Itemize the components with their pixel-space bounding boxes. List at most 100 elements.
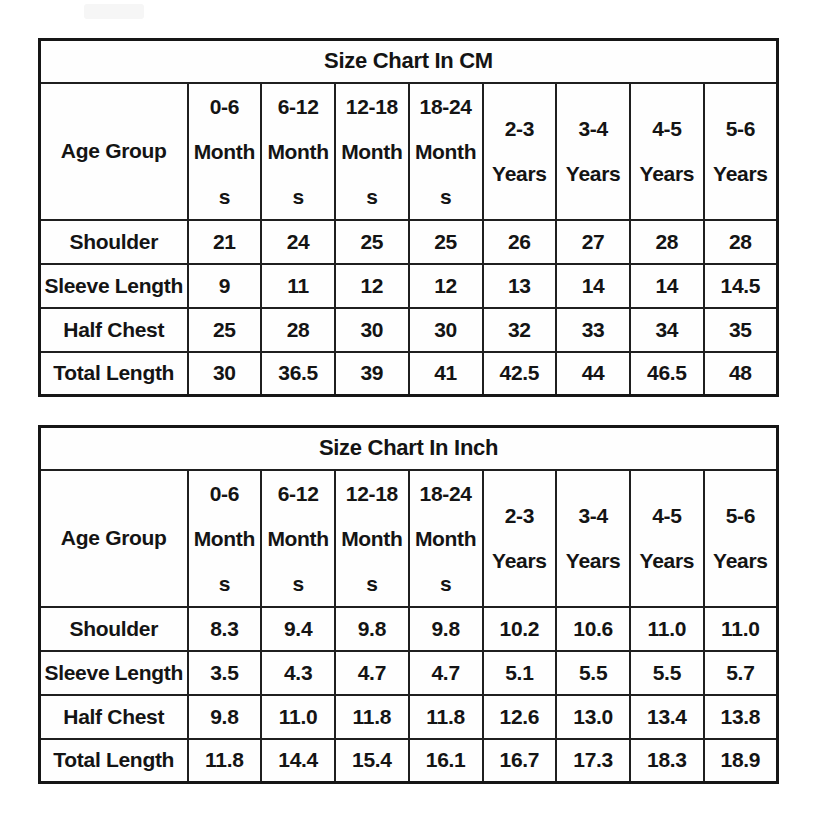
cell-value: 5.7 [704, 651, 778, 695]
size-chart-cm-table: Size Chart In CM Age Group 0-6 Month s 6… [38, 38, 779, 397]
cell-value: 30 [409, 308, 483, 352]
column-header-line: Years [557, 151, 629, 196]
table-title: Size Chart In CM [40, 40, 778, 83]
cell-value: 28 [261, 308, 335, 352]
size-chart-inch-table: Size Chart In Inch Age Group 0-6 Month s… [38, 425, 779, 784]
column-header: 2-3 Years [483, 470, 557, 607]
cell-value: 18.3 [630, 739, 704, 783]
column-header-line: Month [410, 129, 482, 174]
cell-value: 13 [483, 264, 557, 308]
age-group-header: Age Group [40, 83, 188, 220]
cell-value: 14 [556, 264, 630, 308]
cell-value: 44 [556, 352, 630, 396]
row-label: Total Length [40, 352, 188, 396]
cell-value: 35 [704, 308, 778, 352]
cell-value: 41 [409, 352, 483, 396]
table-row: Total Length 11.8 14.4 15.4 16.1 16.7 17… [40, 739, 778, 783]
column-header-line: Month [189, 129, 261, 174]
cell-value: 12 [335, 264, 409, 308]
column-header: 5-6 Years [704, 83, 778, 220]
cell-value: 11.8 [335, 695, 409, 739]
table-row: Shoulder 8.3 9.4 9.8 9.8 10.2 10.6 11.0 … [40, 607, 778, 651]
column-header-line: 6-12 [262, 471, 334, 516]
table-row: Half Chest 9.8 11.0 11.8 11.8 12.6 13.0 … [40, 695, 778, 739]
column-header: 6-12 Month s [261, 470, 335, 607]
column-header: 18-24 Month s [409, 470, 483, 607]
column-header-line: 2-3 [484, 106, 556, 151]
row-label: Sleeve Length [40, 264, 188, 308]
cell-value: 13.0 [556, 695, 630, 739]
column-header-line: 18-24 [410, 84, 482, 129]
column-header-line: Years [484, 538, 556, 583]
column-header-line: s [262, 174, 334, 219]
column-header-line: Years [557, 538, 629, 583]
column-header-line: Month [336, 129, 408, 174]
column-header-line: 12-18 [336, 471, 408, 516]
cell-value: 16.7 [483, 739, 557, 783]
cell-value: 36.5 [261, 352, 335, 396]
column-header-line: 4-5 [631, 493, 703, 538]
cell-value: 14.4 [261, 739, 335, 783]
cell-value: 13.4 [630, 695, 704, 739]
column-header-line: 5-6 [705, 493, 776, 538]
age-group-header: Age Group [40, 470, 188, 607]
cell-value: 48 [704, 352, 778, 396]
row-label: Half Chest [40, 308, 188, 352]
column-header-line: Years [705, 151, 776, 196]
column-header-line: s [189, 561, 261, 606]
cell-value: 12 [409, 264, 483, 308]
column-header: 3-4 Years [556, 83, 630, 220]
cell-value: 32 [483, 308, 557, 352]
column-header: 12-18 Month s [335, 83, 409, 220]
cell-value: 46.5 [630, 352, 704, 396]
column-header: 2-3 Years [483, 83, 557, 220]
row-label: Shoulder [40, 220, 188, 264]
table-row: Age Group 0-6 Month s 6-12 Month s 12-18… [40, 83, 778, 220]
column-header-line: s [336, 561, 408, 606]
cell-value: 4.7 [335, 651, 409, 695]
table-row: Size Chart In CM [40, 40, 778, 83]
column-header-line: s [336, 174, 408, 219]
column-header-line: s [262, 561, 334, 606]
cell-value: 30 [188, 352, 262, 396]
cell-value: 28 [630, 220, 704, 264]
column-header-line: 3-4 [557, 493, 629, 538]
cell-value: 30 [335, 308, 409, 352]
cell-value: 24 [261, 220, 335, 264]
cell-value: 5.5 [556, 651, 630, 695]
cell-value: 9.8 [188, 695, 262, 739]
cell-value: 11.8 [409, 695, 483, 739]
row-label: Shoulder [40, 607, 188, 651]
column-header-line: 3-4 [557, 106, 629, 151]
column-header-line: 4-5 [631, 106, 703, 151]
column-header: 4-5 Years [630, 83, 704, 220]
column-header: 0-6 Month s [188, 83, 262, 220]
cell-value: 25 [188, 308, 262, 352]
column-header: 4-5 Years [630, 470, 704, 607]
column-header: 12-18 Month s [335, 470, 409, 607]
cell-value: 10.2 [483, 607, 557, 651]
cell-value: 3.5 [188, 651, 262, 695]
column-header-line: Month [410, 516, 482, 561]
column-header-line: Years [631, 538, 703, 583]
cell-value: 8.3 [188, 607, 262, 651]
cell-value: 17.3 [556, 739, 630, 783]
cell-value: 25 [409, 220, 483, 264]
cell-value: 5.5 [630, 651, 704, 695]
column-header: 0-6 Month s [188, 470, 262, 607]
column-header-line: s [410, 561, 482, 606]
column-header-line: Month [262, 516, 334, 561]
cell-value: 10.6 [556, 607, 630, 651]
cell-value: 25 [335, 220, 409, 264]
column-header-line: 12-18 [336, 84, 408, 129]
cell-value: 42.5 [483, 352, 557, 396]
cell-value: 13.8 [704, 695, 778, 739]
cell-value: 16.1 [409, 739, 483, 783]
cell-value: 14.5 [704, 264, 778, 308]
table-row: Size Chart In Inch [40, 427, 778, 470]
column-header-line: s [410, 174, 482, 219]
column-header-line: 2-3 [484, 493, 556, 538]
cell-value: 26 [483, 220, 557, 264]
cell-value: 18.9 [704, 739, 778, 783]
column-header-line: 0-6 [189, 84, 261, 129]
